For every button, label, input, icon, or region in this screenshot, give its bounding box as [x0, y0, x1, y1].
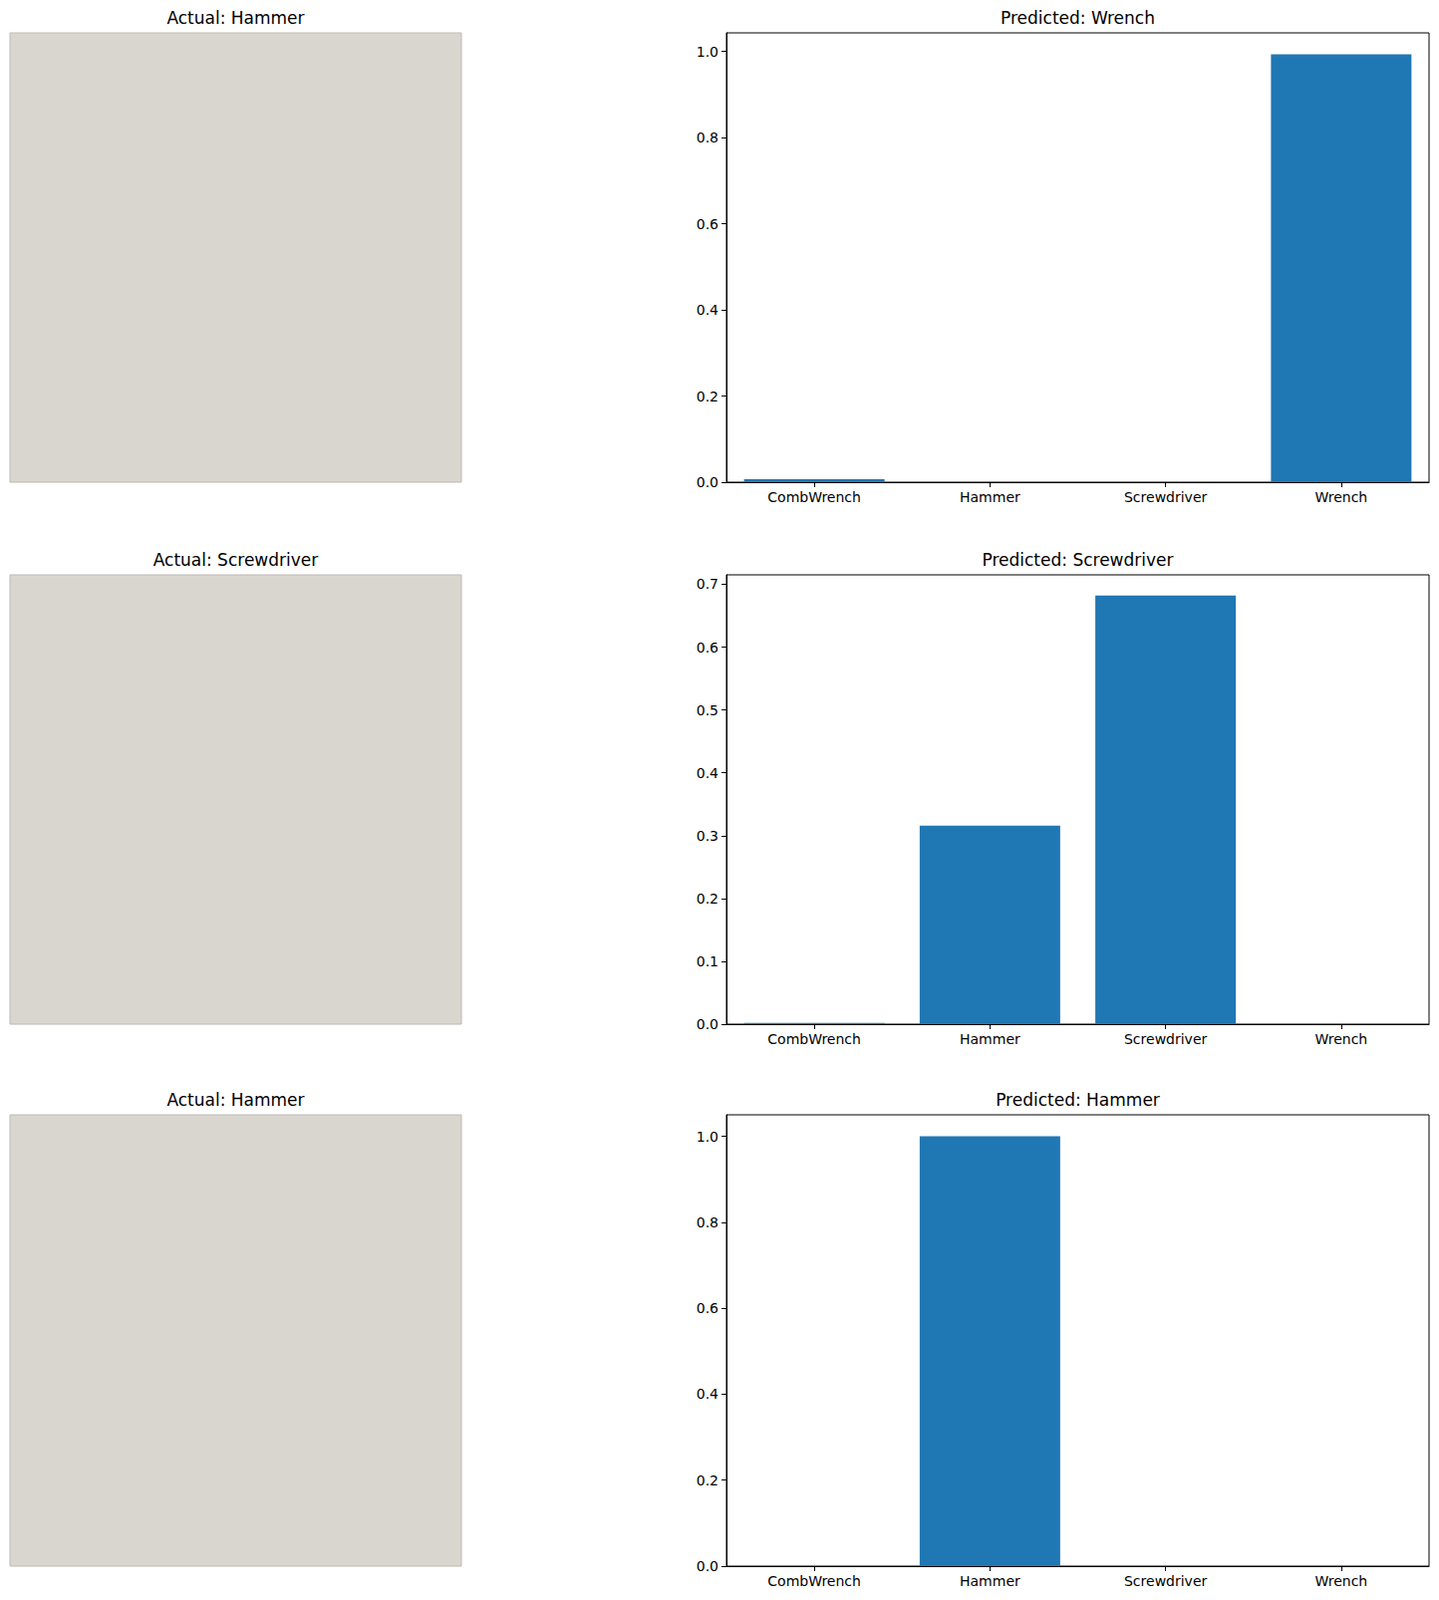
- svg-text:0.6: 0.6: [696, 1300, 719, 1317]
- svg-text:0.2: 0.2: [696, 890, 719, 907]
- svg-text:0.7: 0.7: [696, 575, 719, 592]
- svg-text:0.0: 0.0: [696, 1558, 719, 1575]
- svg-text:0.4: 0.4: [696, 765, 719, 782]
- svg-text:Hammer: Hammer: [959, 489, 1021, 506]
- svg-text:0.0: 0.0: [696, 1016, 719, 1033]
- svg-text:0.0: 0.0: [696, 474, 719, 491]
- svg-text:0.4: 0.4: [696, 301, 719, 318]
- svg-text:Screwdriver: Screwdriver: [1124, 1573, 1208, 1590]
- svg-text:0.8: 0.8: [696, 129, 719, 146]
- svg-text:1.0: 1.0: [696, 43, 719, 60]
- svg-text:0.6: 0.6: [696, 639, 719, 656]
- svg-text:CombWrench: CombWrench: [767, 1031, 862, 1048]
- svg-text:0.6: 0.6: [696, 216, 719, 233]
- svg-text:0.5: 0.5: [696, 702, 719, 719]
- svg-text:1.0: 1.0: [696, 1129, 719, 1146]
- svg-text:Predicted: Wrench: Predicted: Wrench: [1000, 7, 1155, 28]
- svg-text:CombWrench: CombWrench: [767, 1573, 862, 1590]
- svg-text:0.1: 0.1: [696, 953, 719, 970]
- svg-text:Screwdriver: Screwdriver: [1124, 1031, 1208, 1048]
- svg-text:0.4: 0.4: [696, 1386, 719, 1403]
- svg-text:Hammer: Hammer: [959, 1031, 1021, 1048]
- svg-text:Predicted: Hammer: Predicted: Hammer: [995, 1090, 1160, 1111]
- svg-text:Actual: Hammer: Actual: Hammer: [166, 7, 304, 28]
- svg-text:CombWrench: CombWrench: [767, 489, 862, 506]
- svg-text:Predicted: Screwdriver: Predicted: Screwdriver: [981, 550, 1173, 571]
- svg-text:Actual: Screwdriver: Actual: Screwdriver: [153, 550, 319, 571]
- svg-text:Actual: Hammer: Actual: Hammer: [166, 1090, 304, 1111]
- svg-text:0.2: 0.2: [696, 1472, 719, 1489]
- svg-text:Wrench: Wrench: [1315, 1031, 1369, 1048]
- svg-text:0.3: 0.3: [696, 828, 719, 845]
- svg-text:Wrench: Wrench: [1315, 489, 1369, 506]
- svg-text:Hammer: Hammer: [959, 1573, 1021, 1590]
- svg-text:Wrench: Wrench: [1315, 1573, 1369, 1590]
- svg-text:0.2: 0.2: [696, 388, 719, 405]
- svg-text:0.8: 0.8: [696, 1214, 719, 1231]
- svg-text:Screwdriver: Screwdriver: [1124, 489, 1208, 506]
